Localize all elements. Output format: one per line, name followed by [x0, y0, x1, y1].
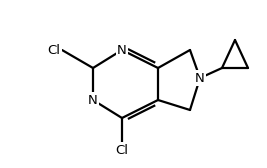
Text: N: N	[117, 44, 127, 56]
Text: N: N	[195, 72, 205, 85]
Text: N: N	[88, 94, 98, 107]
Text: Cl: Cl	[116, 143, 128, 157]
Text: Cl: Cl	[48, 44, 61, 56]
